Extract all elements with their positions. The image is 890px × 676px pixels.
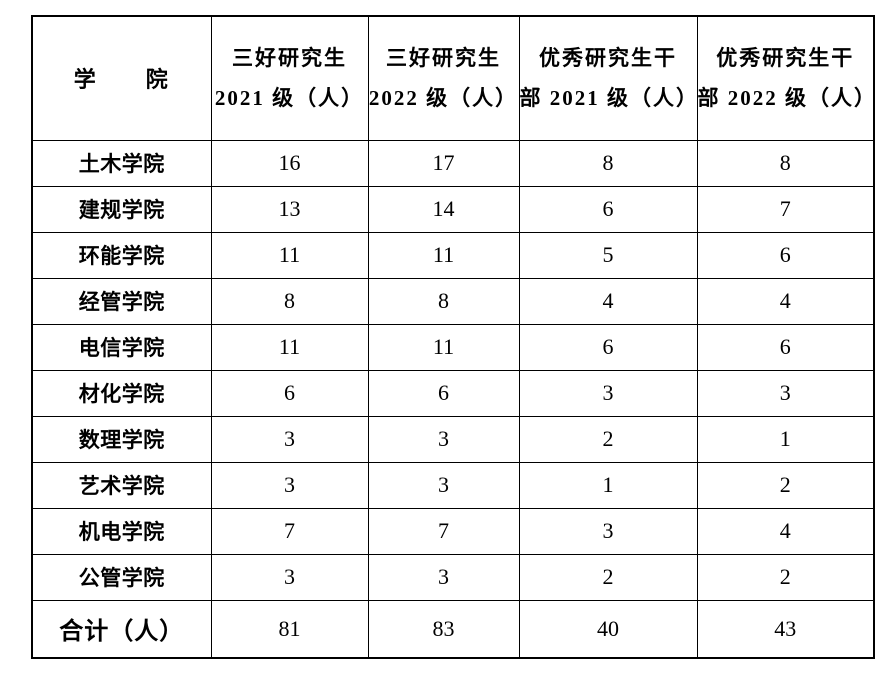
college-name: 建规学院 xyxy=(31,185,212,233)
header-row: 学 院 三好研究生 2021 级（人） 三好研究生 2022 级（人） 优秀研究… xyxy=(31,15,877,141)
college-name: 环能学院 xyxy=(31,231,212,279)
count-value: 17 xyxy=(367,139,520,187)
college-name: 艺术学院 xyxy=(31,461,212,509)
count-value: 3 xyxy=(518,507,698,555)
count-value: 8 xyxy=(696,139,875,187)
count-value: 2 xyxy=(696,553,875,601)
count-value: 6 xyxy=(518,323,698,371)
table-row: 土木学院 16 17 8 8 xyxy=(31,139,875,187)
total-count-value: 43 xyxy=(696,599,875,659)
count-value: 1 xyxy=(696,415,875,463)
header-line2: 2021 级（人） xyxy=(214,86,365,111)
header-youxiu-ganbu-2022: 优秀研究生干 部 2022 级（人） xyxy=(696,15,877,141)
count-value: 8 xyxy=(210,277,369,325)
count-value: 7 xyxy=(210,507,369,555)
header-youxiu-ganbu-2021: 优秀研究生干 部 2021 级（人） xyxy=(518,15,699,141)
header-line1: 三好研究生 xyxy=(386,46,501,71)
count-value: 16 xyxy=(210,139,369,187)
count-value: 3 xyxy=(210,553,369,601)
header-sanhao-2021: 三好研究生 2021 级（人） xyxy=(210,15,369,141)
count-value: 4 xyxy=(696,277,875,325)
graduate-awards-table: 学 院 三好研究生 2021 级（人） 三好研究生 2022 级（人） 优秀研究… xyxy=(31,15,875,659)
count-value: 6 xyxy=(367,369,520,417)
college-name: 材化学院 xyxy=(31,369,212,417)
table-row: 电信学院 11 11 6 6 xyxy=(31,323,875,371)
count-value: 2 xyxy=(696,461,875,509)
header-college: 学 院 xyxy=(31,15,212,141)
count-value: 4 xyxy=(518,277,698,325)
count-value: 6 xyxy=(210,369,369,417)
count-value: 11 xyxy=(210,231,369,279)
header-sanhao-2022: 三好研究生 2022 级（人） xyxy=(367,15,520,141)
total-count-value: 83 xyxy=(367,599,520,659)
college-name: 数理学院 xyxy=(31,415,212,463)
count-value: 7 xyxy=(696,185,875,233)
count-value: 11 xyxy=(210,323,369,371)
count-value: 11 xyxy=(367,323,520,371)
count-value: 6 xyxy=(518,185,698,233)
count-value: 3 xyxy=(518,369,698,417)
count-value: 11 xyxy=(367,231,520,279)
header-college-label: 学 院 xyxy=(73,67,170,93)
count-value: 3 xyxy=(367,415,520,463)
table-row: 公管学院 3 3 2 2 xyxy=(31,553,875,601)
header-line2: 部 2021 级（人） xyxy=(519,86,699,111)
count-value: 4 xyxy=(696,507,875,555)
count-value: 8 xyxy=(518,139,698,187)
header-line1: 三好研究生 xyxy=(232,46,347,71)
count-value: 1 xyxy=(518,461,698,509)
header-line2: 部 2022 级（人） xyxy=(697,86,877,111)
header-line2: 2022 级（人） xyxy=(368,86,519,111)
count-value: 2 xyxy=(518,415,698,463)
count-value: 6 xyxy=(696,231,875,279)
count-value: 6 xyxy=(696,323,875,371)
count-value: 7 xyxy=(367,507,520,555)
count-value: 8 xyxy=(367,277,520,325)
header-line1: 优秀研究生干 xyxy=(539,46,677,71)
count-value: 3 xyxy=(696,369,875,417)
table-row: 数理学院 3 3 2 1 xyxy=(31,415,875,463)
college-name: 机电学院 xyxy=(31,507,212,555)
total-label: 合计（人） xyxy=(31,599,212,659)
total-row: 合计（人） 81 83 40 43 xyxy=(31,599,875,659)
count-value: 2 xyxy=(518,553,698,601)
college-name: 经管学院 xyxy=(31,277,212,325)
table-row: 艺术学院 3 3 1 2 xyxy=(31,461,875,509)
count-value: 13 xyxy=(210,185,369,233)
table-row: 经管学院 8 8 4 4 xyxy=(31,277,875,325)
count-value: 5 xyxy=(518,231,698,279)
total-count-value: 40 xyxy=(518,599,698,659)
count-value: 3 xyxy=(367,461,520,509)
count-value: 3 xyxy=(210,461,369,509)
table-row: 建规学院 13 14 6 7 xyxy=(31,185,875,233)
table-row: 环能学院 11 11 5 6 xyxy=(31,231,875,279)
table-row: 材化学院 6 6 3 3 xyxy=(31,369,875,417)
count-value: 3 xyxy=(210,415,369,463)
count-value: 3 xyxy=(367,553,520,601)
table-row: 机电学院 7 7 3 4 xyxy=(31,507,875,555)
total-count-value: 81 xyxy=(210,599,369,659)
header-line1: 优秀研究生干 xyxy=(716,46,855,71)
college-name: 电信学院 xyxy=(31,323,212,371)
college-name: 土木学院 xyxy=(31,139,212,187)
count-value: 14 xyxy=(367,185,520,233)
college-name: 公管学院 xyxy=(31,553,212,601)
